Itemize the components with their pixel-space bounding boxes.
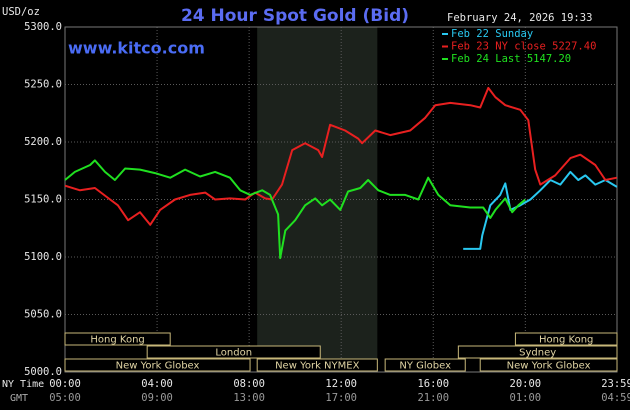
session-label: London xyxy=(215,348,252,359)
y-axis-label: USD/oz xyxy=(2,6,40,18)
series-line xyxy=(463,170,618,250)
session-box xyxy=(514,332,618,346)
session-label: Sydney xyxy=(519,348,556,359)
x-tick-label: 12:00 xyxy=(325,378,357,390)
session-box xyxy=(64,332,171,346)
session-label: NY Globex xyxy=(399,361,451,372)
x-tick-label: 20:00 xyxy=(510,378,542,390)
session-box xyxy=(479,358,618,372)
session-box xyxy=(457,345,618,359)
x-tick-label-gmt: 01:00 xyxy=(510,392,542,404)
y-tick-label: 5300.0 xyxy=(24,21,62,33)
session-label: New York NYMEX xyxy=(275,361,360,372)
x-tick-label-gmt: 21:00 xyxy=(417,392,449,404)
series-line xyxy=(64,86,618,226)
x-tick-label-gmt: 13:00 xyxy=(233,392,265,404)
x-tick-label-gmt: 09:00 xyxy=(141,392,173,404)
session-label: Hong Kong xyxy=(539,335,593,346)
x-tick-label: 04:00 xyxy=(141,378,173,390)
legend-label: Feb 22 Sunday xyxy=(451,28,533,40)
x-tick-label: 16:00 xyxy=(417,378,449,390)
x-tick-label-gmt: 17:00 xyxy=(325,392,357,404)
timestamp: February 24, 2026 19:33 xyxy=(447,12,592,24)
y-tick-label: 5100.0 xyxy=(24,251,62,263)
legend-label: Feb 23 NY close 5227.40 xyxy=(451,41,596,53)
y-tick-label: 5150.0 xyxy=(24,194,62,206)
x-tick-label-gmt: 04:59 xyxy=(601,392,630,404)
y-tick-label: 5050.0 xyxy=(24,309,62,321)
y-tick-label: 5200.0 xyxy=(24,136,62,148)
series-line xyxy=(64,159,526,260)
y-tick-label: 5250.0 xyxy=(24,79,62,91)
session-box xyxy=(64,358,251,372)
plot-frame xyxy=(64,26,618,373)
session-box xyxy=(384,358,466,372)
x-row-label: NY Time xyxy=(2,379,44,390)
session-label: New York Globex xyxy=(116,361,200,372)
legend-label: Feb 24 Last 5147.20 xyxy=(451,53,571,65)
session-label: Hong Kong xyxy=(90,335,144,346)
session-box xyxy=(256,358,378,372)
x-tick-label-gmt: 05:00 xyxy=(49,392,81,404)
session-box xyxy=(146,345,321,359)
x-tick-label: 08:00 xyxy=(233,378,265,390)
watermark: www.kitco.com xyxy=(68,39,205,58)
y-tick-label: 5000.0 xyxy=(24,366,62,378)
x-tick-label: 00:00 xyxy=(49,378,81,390)
x-row-label: GMT xyxy=(10,393,28,404)
chart-title: 24 Hour Spot Gold (Bid) xyxy=(181,6,409,26)
session-label: New York Globex xyxy=(507,361,591,372)
x-tick-label: 23:59 xyxy=(601,378,630,390)
